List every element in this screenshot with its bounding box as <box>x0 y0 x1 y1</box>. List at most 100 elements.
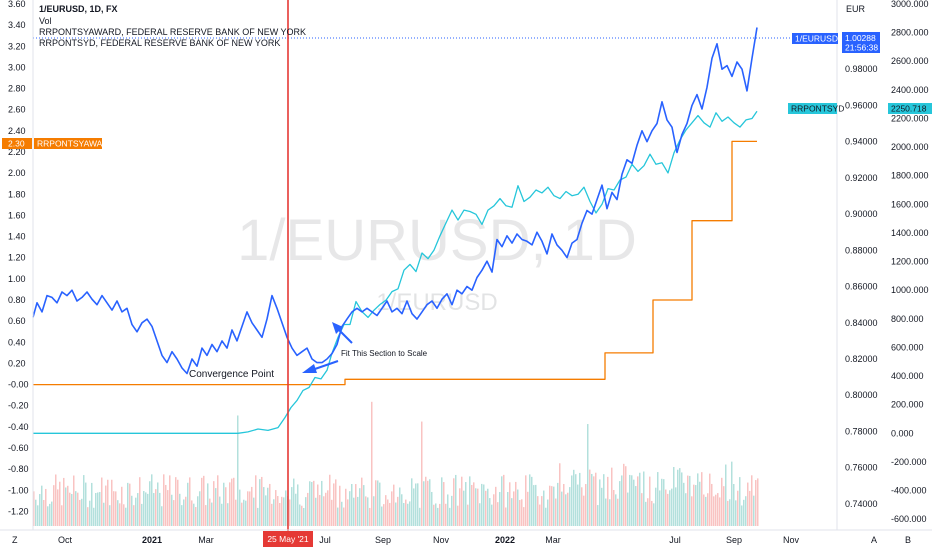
volume-bar <box>411 478 413 526</box>
rrp-tick-label: 2600.000 <box>891 56 929 66</box>
left-tick-label: 2.80 <box>8 84 26 94</box>
volume-bar <box>117 500 119 526</box>
volume-bar <box>99 492 101 526</box>
volume-bar <box>577 484 579 526</box>
volume-bar <box>501 476 503 526</box>
eur-tick-label: 0.96000 <box>845 100 878 110</box>
corner-label-auto[interactable]: A <box>871 535 877 545</box>
arrow-icon-fit <box>332 322 353 344</box>
volume-bar <box>307 492 309 526</box>
svg-text:25 May '21: 25 May '21 <box>267 534 309 544</box>
volume-bar <box>367 497 369 526</box>
volume-bar <box>155 489 157 526</box>
left-tick-label: 3.60 <box>8 0 26 9</box>
time-axis-ticks[interactable]: Oct 2021 Mar Jul Sep Nov 2022 Mar Jul Sep Nov <box>58 535 800 545</box>
volume-bar <box>171 494 173 526</box>
volume-bar <box>311 481 313 526</box>
svg-text:RRPONTSYD: RRPONTSYD <box>791 104 844 114</box>
volume-bar <box>677 469 679 526</box>
volume-bar <box>107 479 109 526</box>
left-axis-ticks[interactable]: 3.60 3.40 3.20 3.00 2.80 2.60 2.40 2.20 2.00 1.80… <box>8 0 29 516</box>
volume-bar <box>139 477 141 526</box>
left-tick-label: -0.80 <box>8 464 29 474</box>
volume-bar <box>57 489 59 526</box>
volume-bar <box>661 478 663 526</box>
rrp-tick-label: -600.000 <box>891 514 927 524</box>
volume-bar <box>517 489 519 526</box>
left-tick-label: -0.60 <box>8 443 29 453</box>
volume-bar <box>641 493 643 526</box>
series-line-rrpontsyaward <box>33 140 757 386</box>
volume-bar <box>219 496 221 526</box>
rrp-tick-label: 2200.000 <box>891 113 929 123</box>
volume-bar <box>733 483 735 526</box>
volume-bar <box>199 491 201 526</box>
volume-bar <box>437 507 439 526</box>
volume-bar <box>409 501 411 526</box>
eur-tick-label: 0.88000 <box>845 245 878 255</box>
plot-pane[interactable] <box>33 0 837 530</box>
volume-bar <box>663 479 665 526</box>
volume-bar <box>611 467 613 526</box>
volume-bar <box>115 491 117 526</box>
svg-text:21:56:38: 21:56:38 <box>845 43 878 53</box>
volume-bar <box>547 499 549 526</box>
volume-bar <box>737 490 739 526</box>
volume-bar <box>371 401 373 526</box>
volume-bar <box>421 421 423 526</box>
volume-bar <box>575 474 577 526</box>
volume-bar <box>305 497 307 526</box>
volume-bar <box>51 501 53 526</box>
volume-bar <box>427 480 429 526</box>
volume-bars <box>33 401 759 526</box>
volume-bar <box>301 505 303 526</box>
volume-bar <box>593 476 595 526</box>
volume-bar <box>381 506 383 526</box>
volume-bar <box>373 496 375 526</box>
volume-bar <box>267 487 269 526</box>
volume-bar <box>429 479 431 526</box>
rrp-axis-ticks[interactable]: 3000.000 2800.000 2600.000 2400.000 2200.000… <box>891 0 929 524</box>
volume-bar <box>601 487 603 526</box>
volume-bar <box>125 507 127 526</box>
volume-bar <box>75 491 77 526</box>
volume-bar <box>471 484 473 526</box>
volume-bar <box>229 482 231 526</box>
volume-bar <box>565 494 567 526</box>
volume-bar <box>447 494 449 526</box>
corner-label-right[interactable]: B <box>905 535 911 545</box>
volume-bar <box>687 475 689 526</box>
volume-bar <box>65 487 67 526</box>
volume-bar <box>587 424 589 526</box>
volume-bar <box>39 494 41 526</box>
volume-bar <box>573 469 575 526</box>
rrp-tick-label: 1000.000 <box>891 285 929 295</box>
volume-bar <box>697 473 699 526</box>
eur-tick-label: 0.86000 <box>845 282 878 292</box>
volume-bar <box>739 477 741 526</box>
volume-bar <box>507 492 509 526</box>
time-tick-label: Mar <box>545 535 561 545</box>
volume-bar <box>321 480 323 526</box>
volume-bar <box>713 496 715 526</box>
volume-bar <box>205 505 207 526</box>
volume-bar <box>331 499 333 526</box>
eur-axis-ticks[interactable]: 0.98000 0.96000 0.94000 0.92000 0.90000 0.880… <box>845 64 878 509</box>
volume-bar <box>207 483 209 526</box>
left-tick-label: -1.00 <box>8 485 29 495</box>
volume-bar <box>647 498 649 526</box>
volume-bar <box>93 507 95 526</box>
volume-bar <box>743 499 745 526</box>
left-tick-label: 2.20 <box>8 147 26 157</box>
volume-bar <box>43 500 45 526</box>
volume-bar <box>521 499 523 526</box>
left-tick-label: -0.00 <box>8 380 29 390</box>
rrp-tick-label: 200.000 <box>891 400 924 410</box>
volume-bar <box>277 496 279 526</box>
volume-bar <box>257 507 259 526</box>
volume-bar <box>385 495 387 526</box>
corner-label-left[interactable]: Z <box>12 535 18 545</box>
volume-bar <box>751 475 753 526</box>
